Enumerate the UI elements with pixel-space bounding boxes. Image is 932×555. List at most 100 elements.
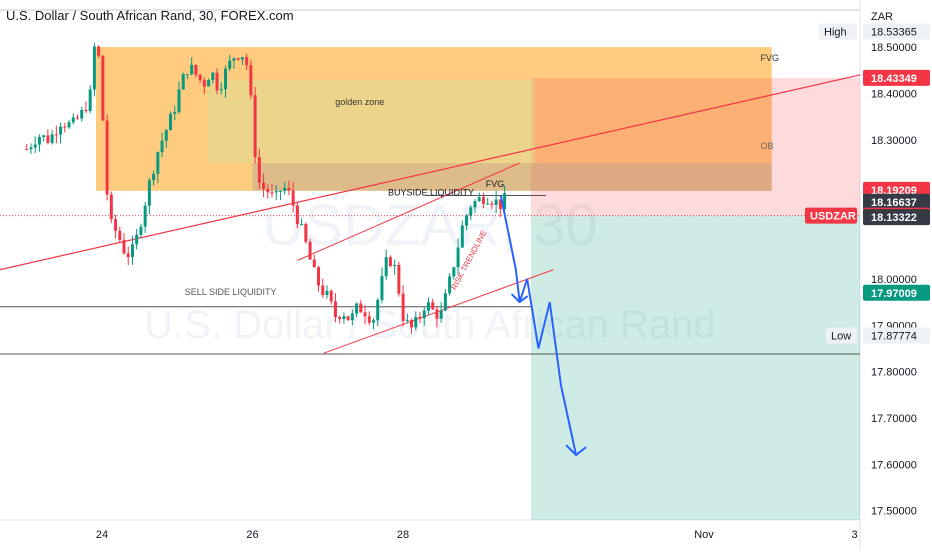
candle-body [181, 74, 185, 90]
candle-body [342, 316, 346, 320]
candle-body [114, 219, 118, 231]
candle-body [202, 80, 206, 87]
green-target-zone [530, 215, 860, 521]
price-tick-label: 18.40000 [871, 88, 917, 100]
price-label-box [863, 193, 930, 210]
candles-group [25, 42, 507, 335]
candle-body [359, 303, 363, 313]
price-tick-label: 18.50000 [871, 42, 917, 54]
price-tick-label: 17.80000 [871, 367, 917, 379]
price-label-tag: Low [831, 331, 851, 343]
candle-body [465, 215, 469, 226]
candle-body [135, 234, 139, 245]
price-tick-label: 17.70000 [871, 413, 917, 425]
candle-body [300, 224, 304, 226]
ob-label: OB [760, 141, 773, 151]
candle-body [75, 117, 79, 119]
candle-body [122, 239, 126, 254]
watermark-symbol: USDZAR, 30 [262, 193, 597, 258]
price-label-tag: USDZAR [810, 211, 856, 223]
candle-body [177, 89, 181, 113]
candle-body [88, 89, 92, 112]
fvg-small-label: FVG [486, 179, 505, 189]
candle-body [173, 112, 177, 114]
candle-body [29, 147, 33, 150]
candle-body [63, 126, 67, 128]
candle-body [422, 310, 426, 319]
candle-body [329, 290, 333, 302]
candle-body [452, 267, 456, 277]
candle-body [473, 201, 477, 208]
candle-body [486, 203, 490, 205]
candle-body [54, 134, 58, 136]
candle-body [25, 149, 29, 151]
price-label-value: 18.53365 [871, 26, 917, 38]
candle-body [388, 257, 392, 267]
price-tick-label: 17.60000 [871, 459, 917, 471]
candle-body [164, 130, 168, 141]
candle-body [350, 313, 354, 321]
candle-body [211, 72, 215, 81]
candle-body [393, 264, 397, 267]
candle-body [321, 285, 325, 296]
candle-body [257, 157, 261, 183]
candle-body [126, 253, 130, 258]
candle-body [439, 310, 443, 319]
candle-body [397, 264, 401, 294]
candle-body [317, 267, 321, 286]
price-label-box [863, 209, 930, 226]
candle-body [37, 136, 41, 145]
candle-body [143, 205, 147, 227]
candle-body [312, 259, 316, 268]
candle-body [481, 197, 485, 204]
price-label-box [863, 284, 930, 301]
candle-body [245, 57, 249, 66]
candle-body [426, 302, 430, 311]
projection-path [499, 195, 578, 456]
candle-body [71, 117, 75, 123]
candle-body [185, 74, 189, 76]
price-label-value: 18.16637 [871, 197, 917, 209]
candle-body [207, 80, 211, 87]
candle-body [80, 110, 84, 119]
time-tick-label: 26 [246, 529, 258, 541]
candle-body [194, 64, 198, 75]
currency-label: ZAR [871, 11, 893, 23]
candle-body [410, 319, 414, 328]
time-tick-label: 3 [851, 529, 857, 541]
candle-body [198, 74, 202, 81]
candle-body [169, 113, 173, 131]
ob-zone [252, 163, 772, 191]
candle-body [232, 58, 236, 61]
candle-body [274, 191, 278, 193]
candle-body [278, 190, 282, 192]
candle-body [405, 319, 409, 321]
channel-lower-line [323, 269, 554, 354]
candle-body [50, 134, 54, 143]
candle-body [59, 126, 63, 135]
candle-body [477, 197, 481, 202]
candle-body [295, 205, 299, 225]
price-label-value: 17.87774 [871, 331, 917, 343]
candle-body [190, 64, 194, 75]
candle-body [147, 180, 151, 206]
candle-body [46, 135, 50, 143]
candle-body [84, 110, 88, 112]
candle-body [325, 290, 329, 296]
candle-body [431, 302, 435, 310]
candle-body [139, 226, 143, 235]
price-tick-label: 18.00000 [871, 274, 917, 286]
time-tick-label: 28 [397, 529, 409, 541]
candle-body [460, 225, 464, 248]
candle-body [469, 207, 473, 216]
golden-zone-label: golden zone [335, 97, 384, 107]
price-label-value: 17.97009 [871, 288, 917, 300]
candle-body [333, 301, 337, 318]
channel-upper-line [297, 162, 520, 261]
price-tick-label: 17.50000 [871, 506, 917, 518]
candle-body [152, 173, 156, 181]
candle-body [92, 46, 96, 90]
candle-body [105, 120, 109, 195]
